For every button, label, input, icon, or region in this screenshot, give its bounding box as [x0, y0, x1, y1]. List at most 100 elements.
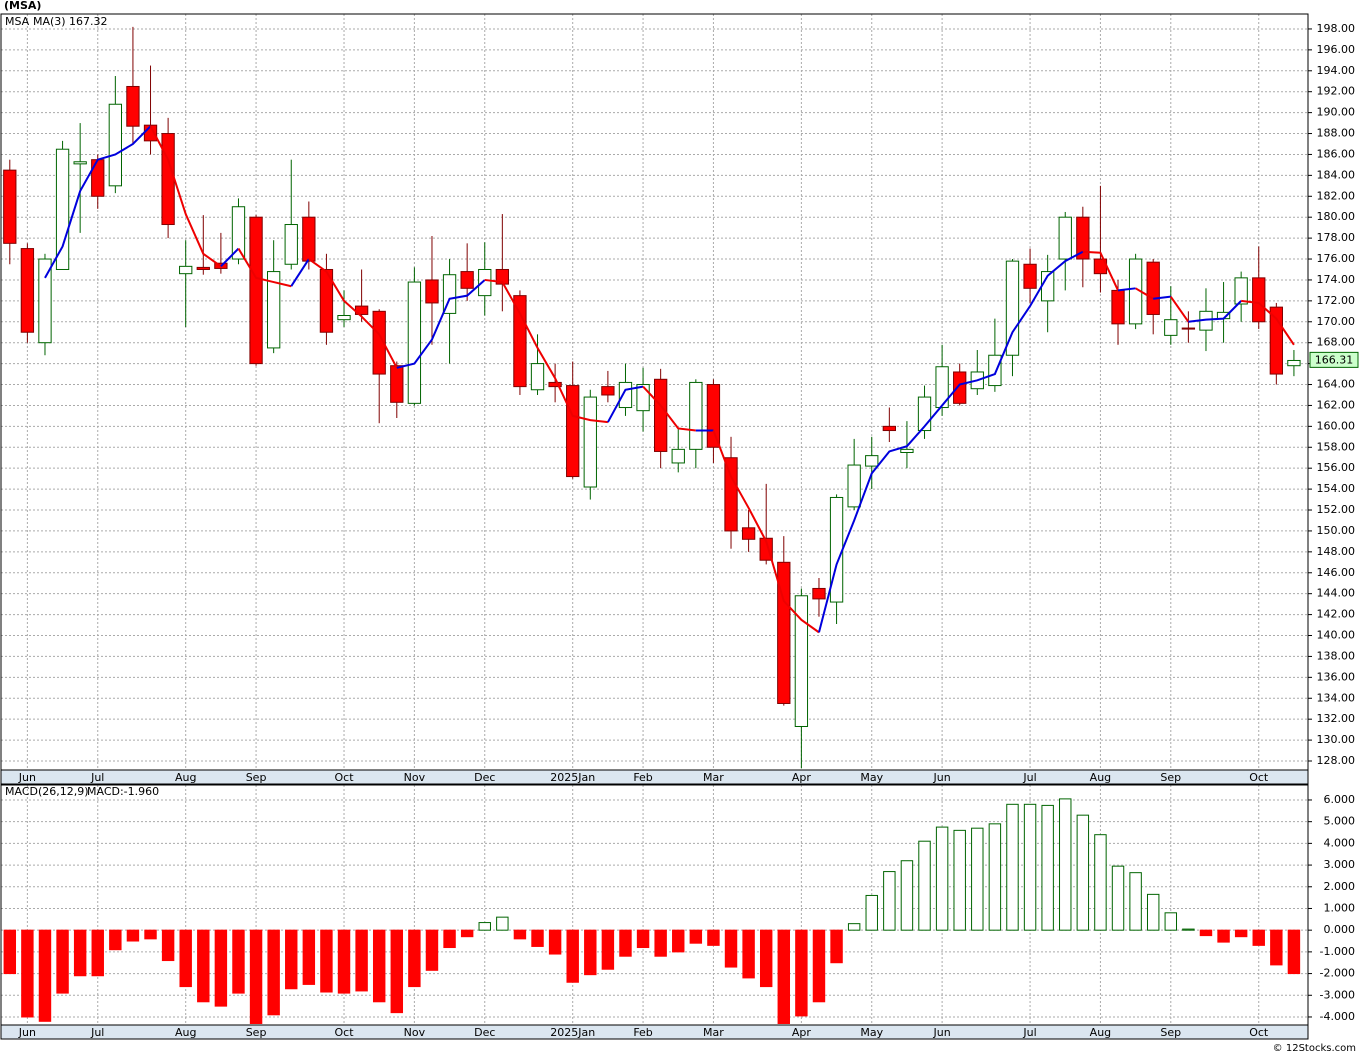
ma-line: [1241, 299, 1295, 346]
candle-body: [460, 271, 474, 289]
panel-title: MACD(26,12,9): [5, 785, 89, 798]
legend-value: 167.32: [69, 15, 108, 28]
bar: [1217, 929, 1230, 943]
bar: [971, 827, 984, 931]
bar: [3, 929, 17, 975]
x-tick-label: Oct: [1249, 1026, 1269, 1039]
legend-symbol: MSA: [5, 15, 30, 28]
bar: [707, 929, 720, 946]
bar: [795, 929, 808, 1017]
candle-body: [689, 381, 703, 450]
y-tick-label: 174.00: [1317, 273, 1356, 286]
bar: [91, 929, 104, 977]
ma-line: [818, 250, 1084, 633]
bar: [355, 929, 368, 992]
bar: [1059, 798, 1072, 931]
bar: [1199, 929, 1213, 937]
ma-line: [1082, 250, 1119, 291]
candle-body: [900, 448, 914, 453]
x-tick-label: 2025Jan: [550, 771, 595, 784]
y-tick-label: -2.000: [1320, 967, 1355, 980]
y-tick-label: 156.00: [1317, 461, 1356, 474]
bar: [1041, 804, 1054, 931]
bar: [759, 929, 773, 988]
bar: [953, 829, 966, 931]
y-tick-label: 0.000: [1324, 923, 1356, 936]
candle-body: [882, 425, 896, 432]
candle-body: [829, 496, 844, 603]
ma-line: [44, 125, 152, 279]
y-tick-label: 168.00: [1317, 336, 1356, 349]
bar: [197, 929, 210, 1003]
y-tick-label: 1.000: [1324, 901, 1356, 914]
x-tick-label: Mar: [703, 1026, 724, 1039]
candle-body: [3, 169, 17, 244]
x-tick-label: Oct: [335, 771, 355, 784]
candle-body: [865, 455, 879, 467]
bar: [1129, 872, 1142, 931]
candle-body: [601, 386, 615, 396]
x-tick-label: Feb: [633, 771, 652, 784]
x-tick-label: Jun: [18, 771, 36, 784]
bar: [320, 929, 333, 993]
bar: [443, 929, 456, 949]
candle-body: [618, 381, 633, 409]
ma-line: [1169, 296, 1190, 323]
bar: [812, 929, 826, 1003]
y-tick-label: 158.00: [1317, 440, 1356, 453]
y-tick-label: 198.00: [1317, 22, 1356, 35]
candle-body: [161, 133, 175, 226]
y-tick-label: -4.000: [1320, 1010, 1355, 1023]
legend-name: MA(3): [33, 15, 66, 28]
candle-body: [1058, 216, 1072, 260]
chart-title: (MSA): [4, 0, 41, 12]
ma-line: [308, 258, 398, 369]
x-tick-label: Aug: [1090, 1026, 1111, 1039]
bar: [900, 860, 914, 931]
y-tick-label: 136.00: [1317, 670, 1356, 683]
x-tick-label: Aug: [175, 1026, 196, 1039]
candle-body: [1005, 260, 1020, 356]
y-tick-label: 154.00: [1317, 482, 1356, 495]
bar: [777, 929, 791, 1024]
y-tick-label: 160.00: [1317, 419, 1356, 432]
ma-line: [220, 247, 240, 268]
bar: [372, 929, 386, 1003]
bar: [1252, 929, 1265, 946]
y-tick-label: 176.00: [1317, 252, 1356, 265]
x-tick-label: Jul: [1022, 771, 1036, 784]
x-tick-label: Jun: [933, 1026, 951, 1039]
candle-body: [319, 268, 334, 333]
plot-frame: [0, 13, 1309, 785]
x-tick-label: Oct: [1249, 771, 1269, 784]
bar: [724, 929, 738, 968]
candle-body: [1164, 319, 1178, 336]
candle-body: [108, 103, 122, 187]
bar: [566, 929, 579, 983]
candle-body: [302, 216, 316, 262]
bar: [918, 840, 931, 931]
x-tick-label: Sep: [1160, 771, 1181, 784]
candle-body: [179, 265, 193, 275]
y-tick-label: 180.00: [1317, 210, 1356, 223]
candle-body: [267, 271, 281, 349]
x-tick-label: Nov: [404, 771, 426, 784]
bar: [636, 929, 650, 949]
bar: [1146, 893, 1160, 931]
x-axis-strip: [1, 1025, 1308, 1039]
candle-body: [73, 161, 87, 165]
candle-body: [953, 371, 967, 404]
bar: [1182, 928, 1195, 931]
bar: [1287, 929, 1301, 975]
y-tick-label: 128.00: [1317, 754, 1356, 767]
y-tick-label: 182.00: [1317, 189, 1356, 202]
x-tick-label: Oct: [335, 1026, 355, 1039]
x-tick-label: Jul: [90, 771, 104, 784]
bar: [1164, 912, 1178, 931]
y-tick-label: 170.00: [1317, 315, 1356, 328]
bar: [619, 929, 632, 957]
candle-body: [513, 295, 527, 388]
y-tick-label: 3.000: [1324, 858, 1356, 871]
candle-body: [1269, 306, 1283, 375]
ma-line: [290, 258, 310, 287]
